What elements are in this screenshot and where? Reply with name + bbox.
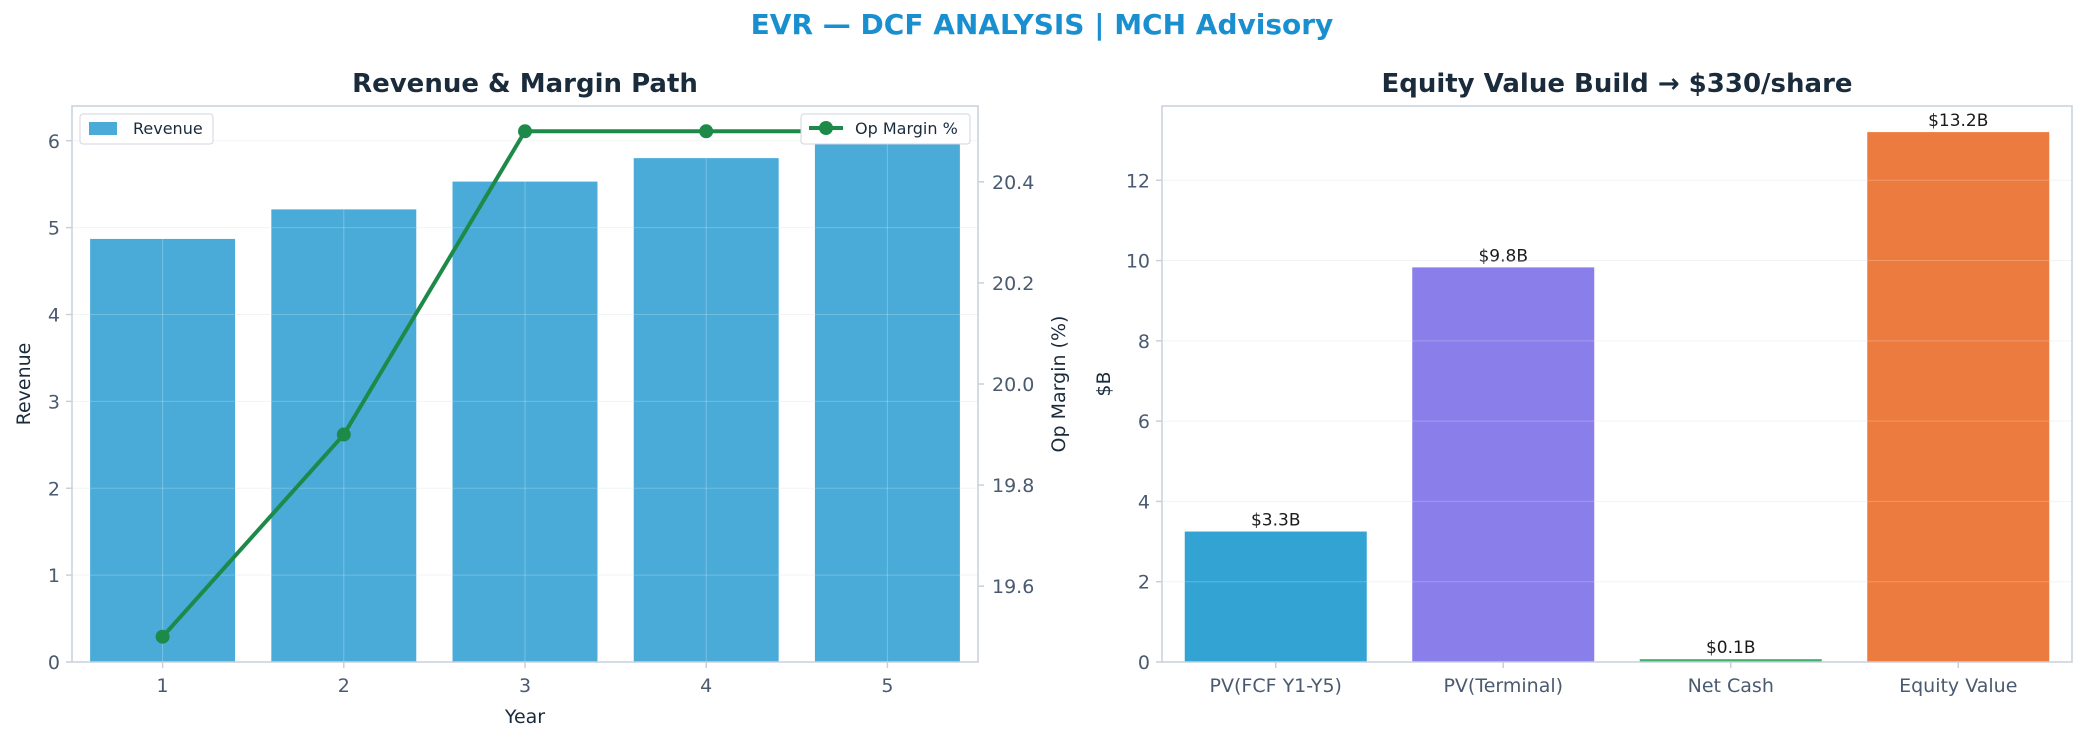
chart2-xtick-label: Equity Value [1899, 675, 2017, 697]
chart2-ytick-label: 6 [1138, 411, 1150, 433]
chart2-bar [1412, 267, 1595, 662]
chart1-xtick-label: 5 [881, 675, 893, 697]
chart1-y2tick-label: 20.0 [992, 374, 1034, 396]
chart1-ytick-label: 4 [48, 305, 60, 327]
chart2-bar [1867, 132, 2050, 662]
chart2-ytick-label: 12 [1126, 170, 1150, 192]
chart1-bar-revenue [814, 132, 960, 662]
chart1-bar-revenue [90, 238, 236, 662]
chart1-xtick-label: 2 [338, 675, 350, 697]
chart2-ylabel: $B [1093, 371, 1115, 396]
chart1-xlabel: Year [504, 706, 545, 728]
chart1-y2tick-label: 20.4 [992, 172, 1034, 194]
chart1-xtick-label: 3 [519, 675, 531, 697]
chart1-legend-label-op-margin: Op Margin % [855, 119, 958, 138]
chart2-data-label: $3.3B [1251, 511, 1301, 531]
chart1-ylabel: Revenue [13, 343, 35, 426]
chart2-xtick-label: PV(Terminal) [1443, 675, 1563, 697]
chart1-point-op-margin [518, 124, 532, 139]
chart1-ytick-label: 1 [48, 565, 60, 587]
chart1-bar-revenue [633, 158, 779, 662]
chart2-ytick-label: 2 [1138, 572, 1150, 594]
figure-suptitle: EVR — DCF ANALYSIS | MCH Advisory [750, 8, 1334, 41]
chart2-xtick-label: Net Cash [1688, 675, 1774, 697]
chart2-xtick-label: PV(FCF Y1-Y5) [1210, 675, 1342, 697]
chart2-data-label: $13.2B [1928, 111, 1988, 131]
chart1-ytick-label: 6 [48, 131, 60, 153]
chart2-title: Equity Value Build → $330/share [1381, 69, 1852, 99]
chart1-point-op-margin [155, 629, 170, 644]
chart1-y2label: Op Margin (%) [1048, 316, 1070, 453]
chart1-xtick-label: 4 [700, 675, 712, 697]
chart1-legend-box-right [800, 113, 971, 145]
chart2-bar [1184, 531, 1367, 662]
chart2-bar [1639, 659, 1822, 662]
chart1-legend-label-revenue: Revenue [133, 119, 203, 138]
chart1-y2tick-label: 20.2 [992, 273, 1034, 295]
chart1-y2tick-label: 19.8 [992, 475, 1034, 497]
chart2-data-label: $0.1B [1706, 638, 1756, 658]
chart1-legend-marker-op-margin [819, 121, 833, 135]
chart2-data-label: $9.8B [1478, 246, 1528, 266]
chart2-ytick-label: 10 [1126, 251, 1150, 273]
chart1-ytick-label: 3 [48, 391, 60, 413]
chart2-ytick-label: 0 [1138, 652, 1150, 674]
chart1-xtick-label: 1 [157, 675, 169, 697]
chart1-legend-swatch-revenue [89, 122, 117, 135]
chart1-ytick-label: 2 [48, 478, 60, 500]
chart1-legend-box-left [79, 113, 214, 145]
chart2-ytick-label: 8 [1138, 331, 1150, 353]
chart1-point-op-margin [336, 427, 351, 442]
chart1-ytick-label: 5 [48, 218, 60, 240]
chart1-title: Revenue & Margin Path [352, 69, 698, 99]
chart1-bar-revenue [452, 181, 598, 663]
chart2-ytick-label: 4 [1138, 491, 1150, 513]
chart1-ytick-label: 0 [48, 652, 60, 674]
chart2-spines [1161, 105, 2073, 663]
chart1-y2tick-label: 19.6 [992, 576, 1034, 598]
chart1-point-op-margin [699, 124, 714, 139]
